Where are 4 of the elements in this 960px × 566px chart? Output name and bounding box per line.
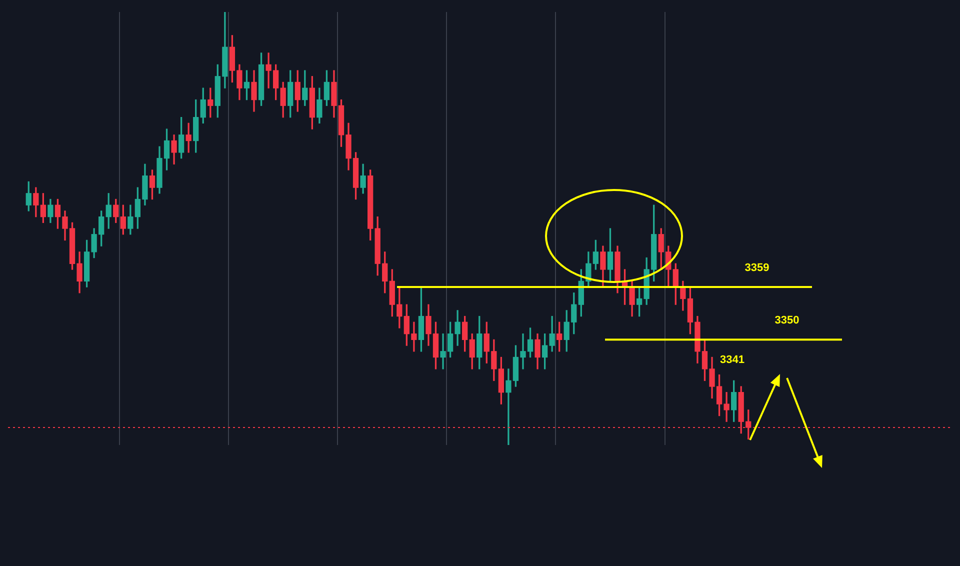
annotation: 3341 [720,354,744,366]
ref-line-label: 3350 [774,314,800,327]
ref-line-label: 3359 [744,262,770,274]
candlestick [186,122,192,153]
